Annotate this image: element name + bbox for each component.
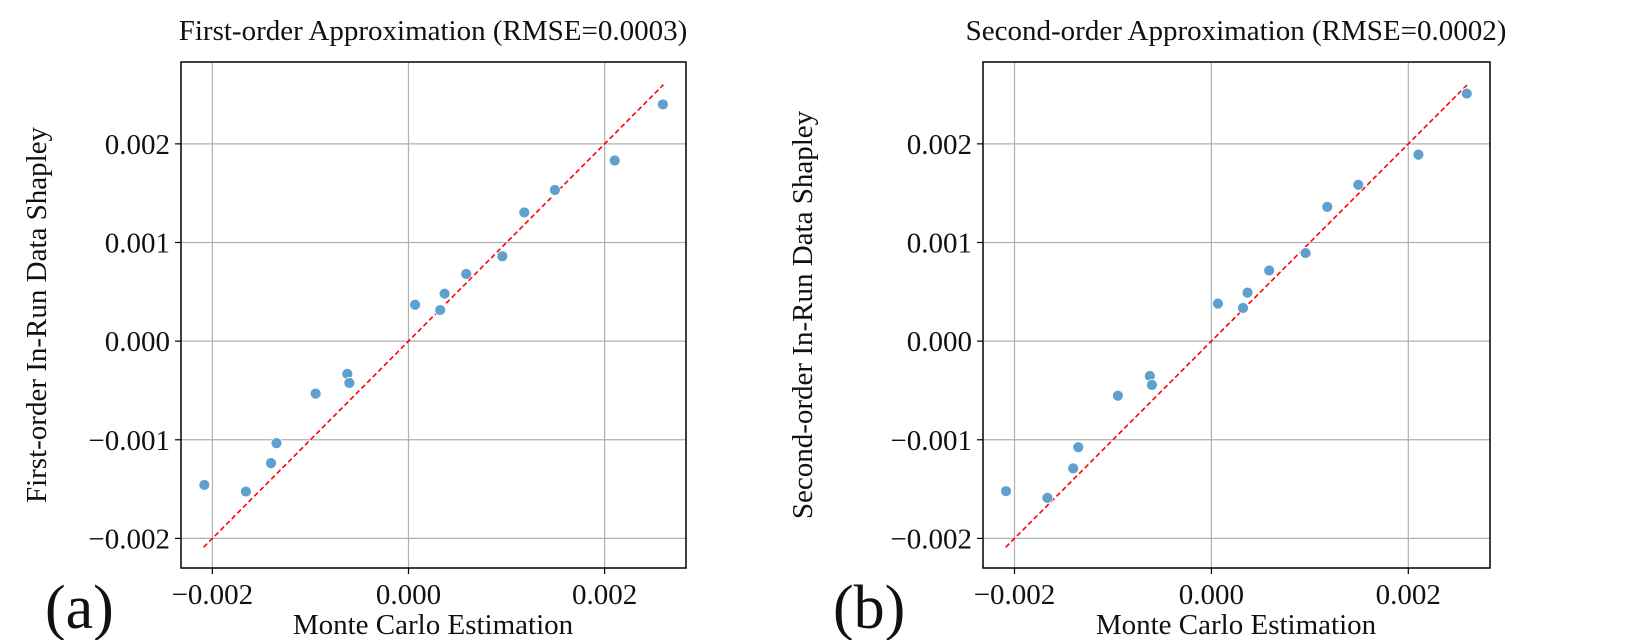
y-axis-label: Second-order In-Run Data Shapley — [787, 110, 819, 519]
data-point — [343, 377, 356, 389]
data-point — [438, 287, 451, 300]
y-tick-label: 0.002 — [105, 129, 170, 161]
data-point — [608, 154, 621, 167]
x-tick-label: 0.000 — [1179, 579, 1244, 611]
data-point — [270, 437, 283, 450]
data-point — [1241, 286, 1254, 299]
data-point — [1352, 178, 1365, 191]
chart-second-order: Second-order Approximation (RMSE=0.0002)… — [787, 15, 1506, 640]
data-point — [656, 98, 669, 111]
x-tick-label: 0.000 — [376, 579, 441, 611]
data-point — [460, 268, 473, 280]
data-point — [1041, 491, 1054, 504]
data-point — [1111, 389, 1124, 402]
data-point — [1299, 247, 1312, 259]
data-point — [1211, 297, 1224, 310]
x-axis-label: Monte Carlo Estimation — [293, 609, 574, 640]
data-point — [548, 184, 561, 196]
data-point — [265, 457, 277, 470]
x-tick-label: −0.002 — [974, 579, 1056, 611]
y-tick-label: 0.002 — [907, 129, 972, 161]
x-tick-label: −0.002 — [172, 579, 254, 611]
data-point — [1460, 87, 1473, 100]
y-tick-label: 0.001 — [907, 228, 972, 260]
y-tick-label: −0.001 — [890, 425, 972, 457]
x-tick-label: 0.002 — [572, 579, 637, 611]
data-point — [1237, 302, 1249, 314]
y-tick-label: 0.001 — [105, 228, 170, 260]
data-point — [240, 485, 252, 498]
reference-line-y-equals-x — [1005, 84, 1468, 548]
data-point — [198, 479, 211, 491]
y-tick-label: −0.002 — [88, 523, 170, 555]
plot-frame — [982, 61, 1491, 569]
data-point — [1000, 485, 1012, 498]
data-point — [1263, 264, 1276, 277]
chart-title: Second-order Approximation (RMSE=0.0002) — [966, 15, 1507, 47]
chart-title: First-order Approximation (RMSE=0.0003) — [179, 15, 688, 47]
y-tick-label: −0.002 — [890, 523, 972, 555]
data-point — [496, 250, 509, 263]
data-point — [1146, 379, 1158, 391]
data-point — [309, 387, 322, 400]
y-tick-label: −0.001 — [88, 425, 170, 457]
data-point — [518, 206, 531, 219]
x-tick-label: 0.002 — [1376, 579, 1441, 611]
y-tick-label: 0.000 — [105, 326, 170, 358]
reference-line-y-equals-x — [202, 84, 665, 548]
data-point — [434, 304, 447, 316]
data-point — [409, 298, 421, 311]
y-axis-label: First-order In-Run Data Shapley — [21, 126, 53, 503]
data-point — [1072, 441, 1085, 454]
x-axis-label: Monte Carlo Estimation — [1096, 609, 1377, 640]
y-tick-label: 0.000 — [907, 326, 972, 358]
panel-label: (a) — [45, 574, 114, 640]
data-point — [1412, 148, 1425, 161]
data-point — [1321, 200, 1334, 213]
panel-label: (b) — [833, 574, 905, 640]
plot-frame — [180, 61, 687, 569]
data-point — [1067, 462, 1080, 475]
chart-first-order: First-order Approximation (RMSE=0.0003) … — [21, 15, 687, 640]
